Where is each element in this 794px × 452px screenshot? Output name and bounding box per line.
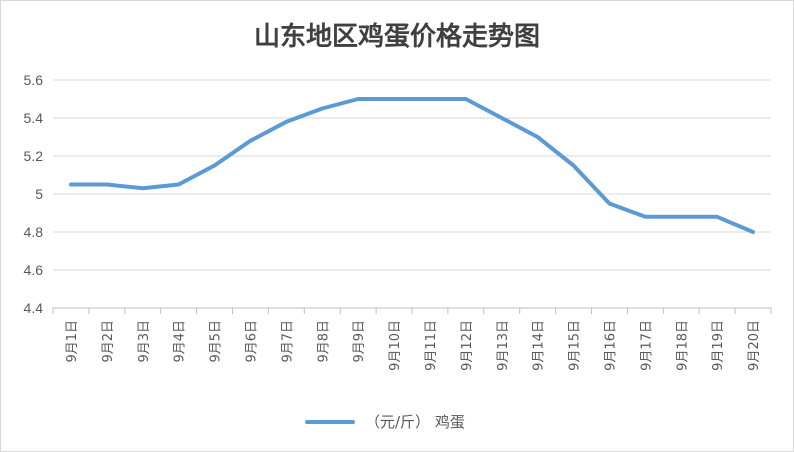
x-tick-label: 9月1日 bbox=[65, 320, 80, 363]
x-tick-label: 9月13日 bbox=[496, 320, 511, 371]
y-tick-label: 4.8 bbox=[24, 224, 44, 240]
series-line bbox=[69, 97, 755, 234]
x-tick-label: 9月12日 bbox=[460, 320, 475, 371]
x-tick-label: 9月9日 bbox=[352, 320, 367, 363]
x-tick-label: 9月14日 bbox=[532, 320, 547, 371]
x-tick-label: 9月6日 bbox=[244, 320, 259, 363]
y-tick-label: 5.2 bbox=[24, 148, 44, 164]
x-tick-label: 9月2日 bbox=[101, 320, 116, 363]
x-tick-label: 9月5日 bbox=[209, 320, 224, 363]
y-tick-label: 4.6 bbox=[24, 262, 44, 278]
x-tick-label: 9月16日 bbox=[603, 320, 618, 371]
x-tick-label: 9月11日 bbox=[424, 320, 439, 371]
y-tick-label: 5 bbox=[35, 186, 43, 202]
y-tick-label: 5.6 bbox=[24, 72, 44, 88]
x-tick-label: 9月17日 bbox=[639, 320, 654, 371]
y-tick-label: 5.4 bbox=[24, 110, 44, 126]
x-tick-labels: 9月1日 9月2日 9月3日 9月4日 9月5日 9月6日 9月7日 9月8日 9月9日 9月10… bbox=[65, 320, 762, 371]
x-tick-label: 9月19日 bbox=[711, 320, 726, 371]
x-tick-label: 9月4日 bbox=[173, 320, 188, 363]
x-tick-label: 9月10日 bbox=[388, 320, 403, 371]
legend-label: （元/斤） 鸡蛋 bbox=[365, 413, 465, 431]
x-tick-label: 9月20日 bbox=[747, 320, 762, 371]
legend: （元/斤） 鸡蛋 bbox=[305, 413, 465, 431]
y-tick-label: 4.4 bbox=[24, 300, 44, 316]
y-tick-labels: 4.4 4.6 4.8 5 5.2 5.4 5.6 bbox=[24, 72, 44, 316]
x-tick-label: 9月15日 bbox=[568, 320, 583, 371]
series-lines bbox=[69, 97, 755, 234]
gridlines bbox=[53, 79, 771, 271]
x-tick-label: 9月7日 bbox=[280, 320, 295, 363]
axes bbox=[52, 307, 772, 314]
chart-title: 山东地区鸡蛋价格走势图 bbox=[254, 21, 540, 52]
x-tick-label: 9月18日 bbox=[675, 320, 690, 371]
x-tick-label: 9月3日 bbox=[137, 320, 152, 363]
x-tick-label: 9月8日 bbox=[316, 320, 331, 363]
